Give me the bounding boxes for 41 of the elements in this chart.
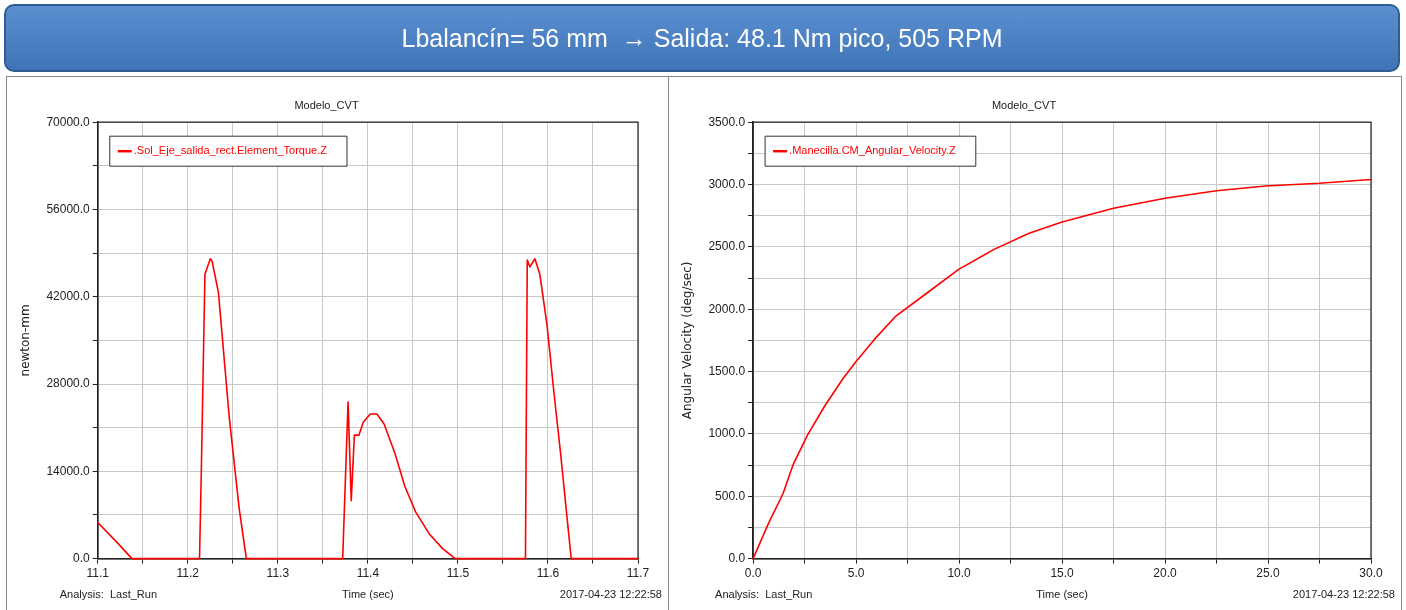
x-tick-label: 30.0 xyxy=(1359,566,1383,581)
x-tick-label: 0.0 xyxy=(744,566,762,581)
y-tick-label: 3000.0 xyxy=(708,176,746,191)
text: Lbalancín= 56 mm → Salida: 48.1 Nm pico, 505 RPM xyxy=(4,4,1400,72)
y-tick-label: 42000.0 xyxy=(46,289,91,304)
y-tick-label: 56000.0 xyxy=(46,201,91,216)
x-tick-label: 20.0 xyxy=(1153,566,1178,581)
y-tick-label: 14000.0 xyxy=(46,463,91,478)
text: Analysis: Last_Run xyxy=(715,588,813,600)
x-tick-label: 11.5 xyxy=(446,566,470,581)
x-tick-label: 11.2 xyxy=(176,566,200,581)
y-tick-label: 1500.0 xyxy=(708,363,746,378)
x-tick-label: 25.0 xyxy=(1256,566,1281,581)
x-axis-title: Time (sec) xyxy=(342,588,394,600)
x-tick-label: 10.0 xyxy=(947,566,972,581)
x-tick-label: 11.3 xyxy=(266,566,290,581)
x-tick-label: 5.0 xyxy=(847,566,865,581)
legend-label: .Manecilla.CM_Angular_Velocity.Z xyxy=(789,144,957,157)
y-axis-title: Angular Velocity (deg/sec) xyxy=(680,261,695,420)
x-tick-label: 11.6 xyxy=(536,566,560,581)
text: 2017-04-23 12:22:58 xyxy=(559,588,662,600)
y-tick-label: 0.0 xyxy=(728,550,746,565)
text: Analysis: Last_Run xyxy=(59,588,157,600)
y-tick-label: 2000.0 xyxy=(708,301,746,316)
legend-label: .Sol_Eje_salida_rect.Element_Torque.Z xyxy=(133,144,328,157)
y-axis-title: newton-mm xyxy=(18,304,33,377)
x-tick-label: 15.0 xyxy=(1050,566,1075,581)
y-tick-label: 0.0 xyxy=(73,550,91,565)
y-tick-label: 1000.0 xyxy=(708,426,746,441)
chart-title: Modelo_CVT xyxy=(294,98,359,111)
y-tick-label: 2500.0 xyxy=(708,239,746,254)
text: 2017-04-23 12:22:58 xyxy=(1292,588,1395,600)
x-tick-label: 11.4 xyxy=(356,566,380,581)
chart-title: Modelo_CVT xyxy=(991,98,1057,111)
y-tick-label: 3500.0 xyxy=(708,114,746,129)
y-tick-label: 70000.0 xyxy=(46,114,91,129)
x-tick-label: 11.7 xyxy=(626,566,650,581)
x-tick-label: 11.1 xyxy=(86,566,110,581)
y-tick-label: 500.0 xyxy=(715,488,746,503)
x-axis-title: Time (sec) xyxy=(1036,588,1088,600)
y-tick-label: 28000.0 xyxy=(46,376,91,391)
